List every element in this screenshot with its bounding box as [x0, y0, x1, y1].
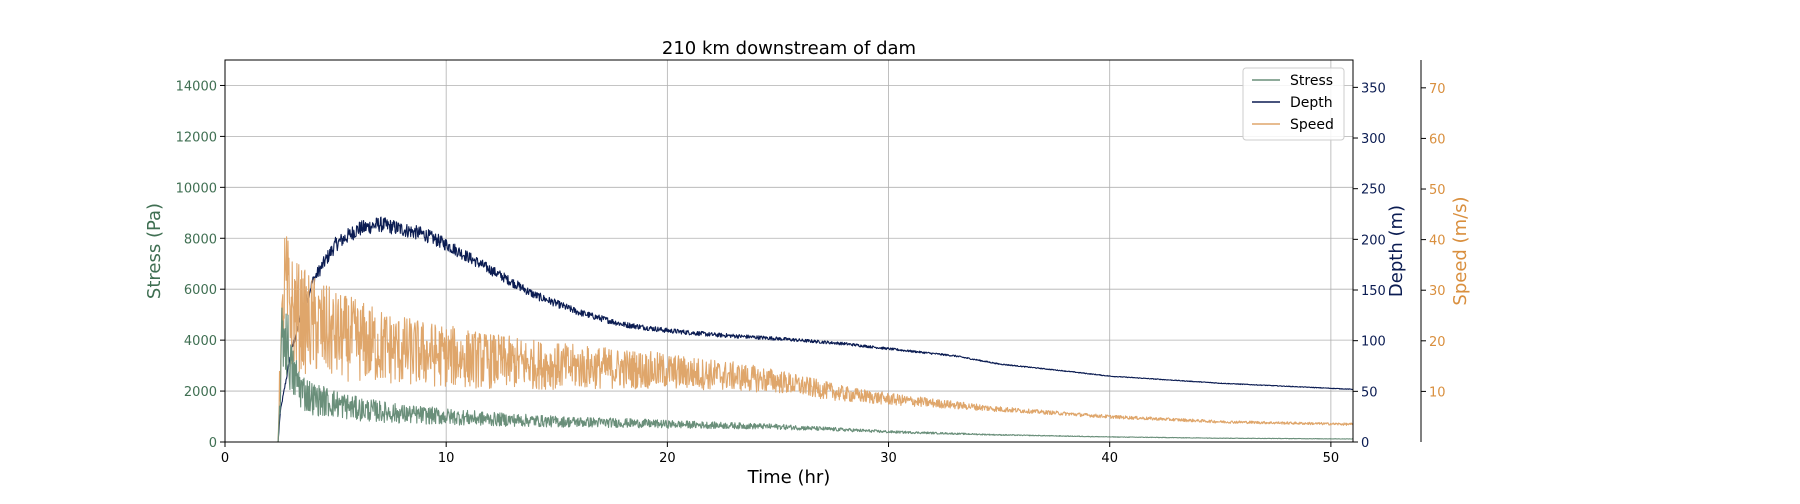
depth-axis-label: Depth (m) — [1386, 205, 1407, 297]
depth-tick-label: 200 — [1361, 233, 1386, 248]
plot-frame — [224, 59, 1354, 443]
stress-tick-label: 2000 — [184, 385, 217, 400]
x-tick-label: 40 — [1101, 451, 1118, 466]
depth-tick-label: 50 — [1361, 385, 1378, 400]
speed-tick-label: 50 — [1429, 183, 1446, 198]
depth-tick-label: 150 — [1361, 284, 1386, 299]
speed-tick-label: 70 — [1429, 82, 1446, 97]
legend: Stress Depth Speed — [1242, 67, 1345, 141]
depth-tick-label: 350 — [1361, 81, 1386, 96]
speed-tick-label: 20 — [1429, 335, 1446, 350]
speed-axis-label: Speed (m/s) — [1450, 196, 1471, 305]
speed-tick-label: 30 — [1429, 284, 1446, 299]
x-tick-label: 10 — [438, 451, 455, 466]
legend-box — [1242, 67, 1345, 141]
axes: 0 10 20 30 40 5002000400060008000100001200014… — [144, 60, 1471, 466]
speed-tick-label: 10 — [1429, 385, 1446, 400]
stress-tick-label: 12000 — [176, 130, 217, 145]
speed-tick-label: 40 — [1429, 234, 1446, 249]
legend-label-depth: Depth — [1290, 95, 1333, 111]
stress-tick-label: 6000 — [184, 283, 217, 298]
plot-area — [224, 216, 1354, 443]
stress-tick-label: 14000 — [176, 79, 217, 94]
stress-tick-label: 4000 — [184, 334, 217, 349]
x-tick-label: 0 — [221, 451, 229, 466]
speed-tick-label: 60 — [1429, 132, 1446, 147]
depth-tick-label: 100 — [1361, 335, 1386, 350]
x-axis-label: Time (hr) — [747, 467, 831, 488]
chart-title: 210 km downstream of dam — [662, 38, 916, 59]
series-line-stress — [224, 307, 1354, 443]
depth-tick-label: 250 — [1361, 183, 1386, 198]
depth-tick-label: 0 — [1361, 436, 1369, 451]
stress-tick-label: 8000 — [184, 232, 217, 247]
stress-axis-label: Stress (Pa) — [144, 203, 165, 299]
series-line-depth — [224, 216, 1354, 443]
depth-tick-label: 300 — [1361, 132, 1386, 147]
x-tick-label: 20 — [659, 451, 676, 466]
stress-tick-label: 0 — [209, 436, 217, 451]
series-line-speed — [224, 236, 1354, 443]
x-tick-label: 30 — [880, 451, 897, 466]
legend-label-speed: Speed — [1290, 117, 1334, 133]
legend-label-stress: Stress — [1290, 73, 1333, 89]
stress-tick-label: 10000 — [176, 181, 217, 196]
x-tick-label: 50 — [1323, 451, 1340, 466]
